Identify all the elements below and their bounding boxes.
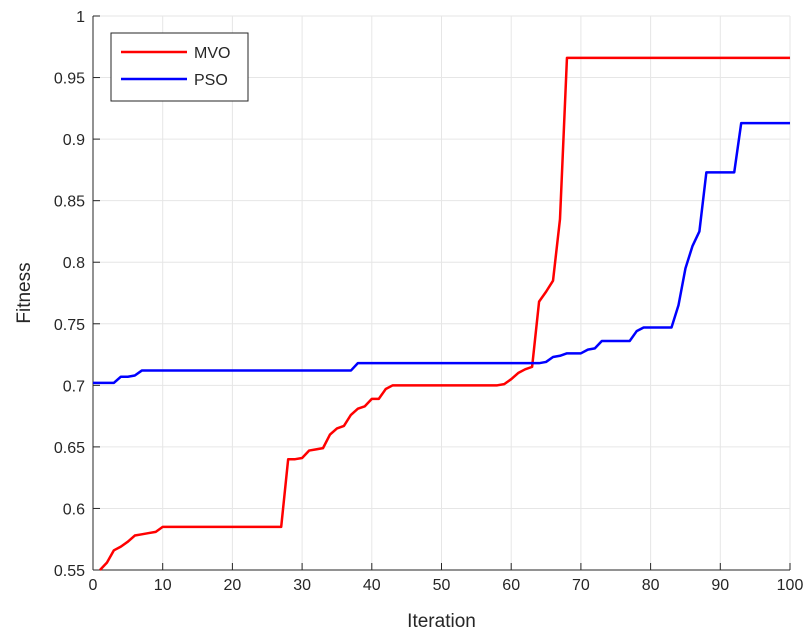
x-tick-label: 60 xyxy=(502,577,520,594)
legend: MVO PSO xyxy=(110,32,249,102)
legend-label-pso: PSO xyxy=(194,72,228,89)
x-tick-label: 10 xyxy=(154,577,172,594)
x-axis-label: Iteration xyxy=(407,611,476,632)
y-tick-label: 0.95 xyxy=(54,71,85,88)
x-tick-label: 0 xyxy=(89,577,98,594)
y-tick-label: 0.6 xyxy=(63,501,85,518)
y-tick-label: 0.55 xyxy=(54,563,85,580)
y-tick-label: 0.65 xyxy=(54,440,85,457)
series-layer xyxy=(93,56,790,571)
y-axis-label: Fitness xyxy=(14,262,35,323)
y-tick-label: 0.75 xyxy=(54,317,85,334)
series-line-pso xyxy=(93,121,790,385)
x-tick-label: 90 xyxy=(711,577,729,594)
y-tick-label: 0.85 xyxy=(54,194,85,211)
tick-labels: 0 10 20 30 40 50 60 70 80 90 100 0.55 0.6 0.65 0.7 0.75… xyxy=(54,9,804,594)
legend-box xyxy=(110,32,249,102)
x-tick-label: 50 xyxy=(433,577,451,594)
y-tick-label: 0.9 xyxy=(63,132,85,149)
series-line-mvo xyxy=(99,56,790,571)
y-tick-label: 0.7 xyxy=(63,378,85,395)
y-tick-label: 1 xyxy=(76,9,85,26)
x-tick-label: 80 xyxy=(642,577,660,594)
y-tick-label: 0.8 xyxy=(63,255,85,272)
x-tick-label: 40 xyxy=(363,577,381,594)
x-tick-label: 30 xyxy=(293,577,311,594)
x-tick-label: 70 xyxy=(572,577,590,594)
x-tick-label: 20 xyxy=(224,577,242,594)
legend-label-mvo: MVO xyxy=(194,45,230,62)
axes xyxy=(92,15,791,571)
x-tick-label: 100 xyxy=(777,577,804,594)
